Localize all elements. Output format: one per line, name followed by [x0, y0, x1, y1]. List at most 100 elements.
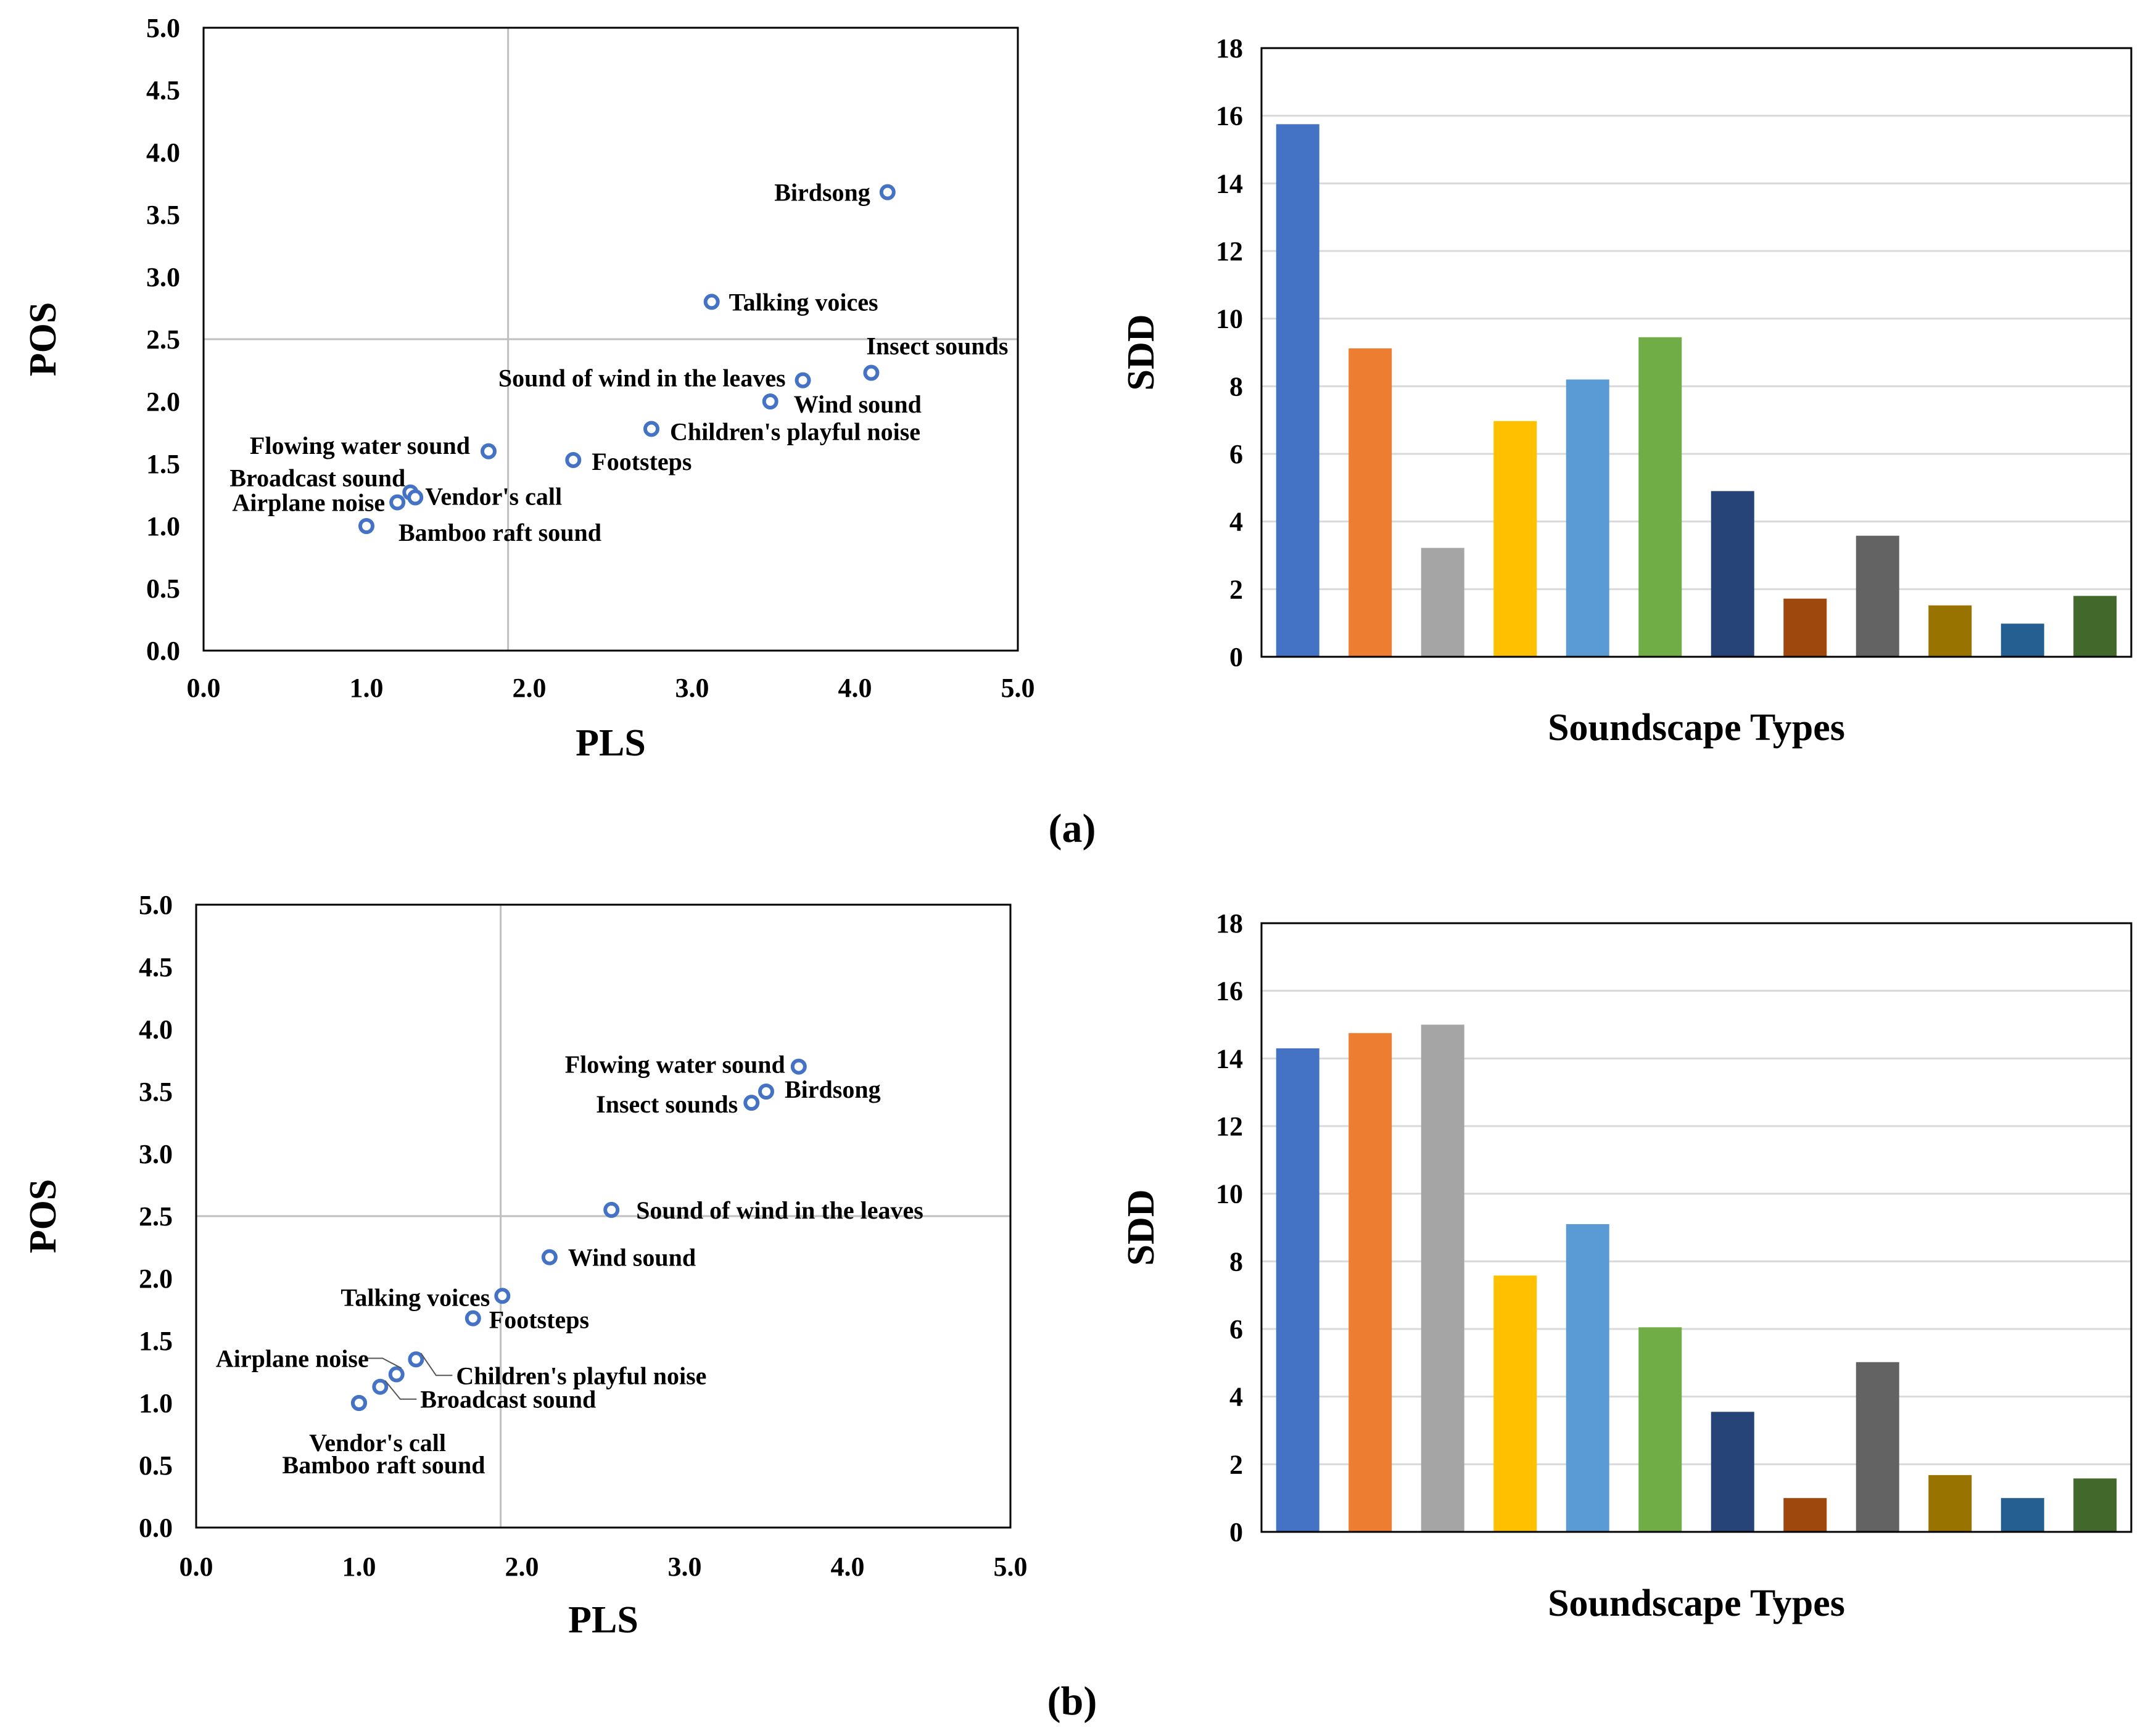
point-label: Birdsong: [785, 1076, 881, 1103]
y-tick-label: 14: [1216, 168, 1243, 199]
bar: [1928, 1475, 1972, 1532]
y-tick-label: 3.0: [139, 1139, 173, 1169]
y-tick-label: 6: [1229, 439, 1243, 469]
y-tick-label: 4.0: [146, 138, 180, 168]
x-tick-label: 4.0: [831, 1552, 865, 1582]
bar: [1348, 348, 1392, 657]
y-tick-label: 5.0: [139, 890, 173, 920]
bar: [1711, 491, 1754, 657]
point-label: Children's playful noise: [456, 1362, 706, 1389]
y-tick-label: 16: [1216, 976, 1243, 1006]
data-point: [494, 1288, 511, 1304]
point-label: Footsteps: [592, 448, 692, 475]
y-axis-label: POS: [22, 302, 64, 377]
data-point: [603, 1201, 620, 1218]
x-tick-label: 4.0: [838, 673, 872, 703]
bar-chart-b: 0 2 4 6 8 10 12 14 16 18 Soundscape Types SDD: [1120, 908, 2133, 1624]
bar: [1638, 1327, 1682, 1532]
point-label: Sound of wind in the leaves: [498, 364, 786, 392]
y-tick-label: 14: [1216, 1043, 1243, 1074]
y-axis-label: POS: [22, 1179, 64, 1254]
leader-line: [384, 1380, 417, 1400]
x-tick-label: 2.0: [505, 1552, 539, 1582]
plot-frame: [1260, 47, 2133, 658]
x-axis-label: PLS: [576, 722, 646, 764]
data-point: [388, 1366, 405, 1383]
data-point: [481, 443, 497, 459]
y-tick-label: 1.0: [146, 511, 180, 541]
point-label: Birdsong: [774, 179, 870, 207]
leader-line: [365, 1357, 402, 1369]
data-point: [407, 489, 424, 506]
point-label: Vendor's call: [425, 483, 562, 511]
y-tick-label: 16: [1216, 101, 1243, 131]
scatter-chart-b: 0.0 0.5 1.0 1.5 2.0 2.5 3.0 3.5 4.0 4.5 5.0 0.0 1.0 2…: [22, 890, 1028, 1641]
y-tick-label: 12: [1216, 1111, 1243, 1142]
point-label: Children's playful noise: [670, 418, 920, 445]
y-tick-label: 2: [1229, 1449, 1243, 1479]
y-tick-label: 5.0: [146, 13, 180, 43]
y-tick-label: 0.0: [146, 636, 180, 666]
point-label: Bamboo raft sound: [283, 1451, 485, 1479]
y-tick-label: 10: [1216, 304, 1243, 334]
data-point: [879, 184, 896, 200]
y-tick-label: 2: [1229, 574, 1243, 604]
bar: [2001, 623, 2044, 657]
bar: [1421, 1024, 1464, 1532]
point-label: Insect sounds: [596, 1090, 738, 1118]
y-tick-label: 10: [1216, 1179, 1243, 1209]
y-tick-label: 4.5: [146, 75, 180, 105]
point-label: Wind sound: [568, 1244, 696, 1272]
x-axis-label: Soundscape Types: [1548, 1582, 1845, 1624]
plot-frame: [1260, 922, 2133, 1533]
y-tick-label: 2.0: [139, 1264, 173, 1294]
panel-label-b: (b): [1047, 1679, 1097, 1724]
point-label: Sound of wind in the leaves: [636, 1196, 923, 1224]
point-label: Bamboo raft sound: [398, 519, 601, 546]
point-label: Broadcast sound: [229, 464, 405, 492]
point-label: Flowing water sound: [565, 1051, 785, 1079]
bar: [1493, 1275, 1537, 1532]
y-tick-label: 1.5: [139, 1326, 173, 1356]
y-tick-label: 4: [1229, 1382, 1243, 1412]
x-tick-label: 3.0: [675, 673, 709, 703]
y-tick-label: 18: [1216, 33, 1243, 64]
y-tick-label: 4.0: [139, 1014, 173, 1045]
bar: [1493, 421, 1537, 657]
bar: [2073, 1478, 2117, 1532]
point-label: Insect sounds: [866, 332, 1008, 360]
bar: [1928, 605, 1972, 657]
point-label: Airplane noise: [216, 1345, 369, 1373]
bar: [1783, 1498, 1827, 1532]
data-point: [565, 451, 582, 468]
y-tick-label: 12: [1216, 236, 1243, 266]
y-axis-label: SDD: [1120, 314, 1162, 390]
data-point: [795, 372, 811, 389]
x-tick-label: 0.0: [187, 673, 221, 703]
y-tick-label: 1.5: [146, 449, 180, 479]
x-tick-label: 1.0: [342, 1552, 376, 1582]
bar: [1566, 1224, 1609, 1532]
bar: [1783, 598, 1827, 657]
plot-frame: [195, 903, 1012, 1529]
y-tick-label: 8: [1229, 371, 1243, 401]
y-tick-label: 2.5: [139, 1201, 173, 1232]
point-label: Airplane noise: [232, 489, 385, 517]
x-tick-label: 2.0: [513, 673, 547, 703]
data-point: [762, 393, 778, 409]
x-tick-label: 0.0: [180, 1552, 213, 1582]
y-tick-label: 0: [1229, 642, 1243, 672]
data-point: [351, 1395, 367, 1411]
data-point: [790, 1058, 807, 1075]
bar: [1276, 1048, 1319, 1532]
scatter-chart-a: 0.0 0.5 1.0 1.5 2.0 2.5 3.0 3.5 4.0 4.5 5.0 0.0 1.0 2…: [22, 13, 1035, 764]
y-tick-label: 4.5: [139, 952, 173, 982]
bar: [1711, 1412, 1754, 1532]
x-tick-label: 5.0: [994, 1552, 1028, 1582]
y-tick-label: 3.5: [146, 200, 180, 230]
x-axis-label: Soundscape Types: [1548, 707, 1845, 749]
bar: [1856, 535, 1899, 657]
y-tick-label: 1.0: [139, 1388, 173, 1418]
x-tick-label: 5.0: [1001, 673, 1035, 703]
